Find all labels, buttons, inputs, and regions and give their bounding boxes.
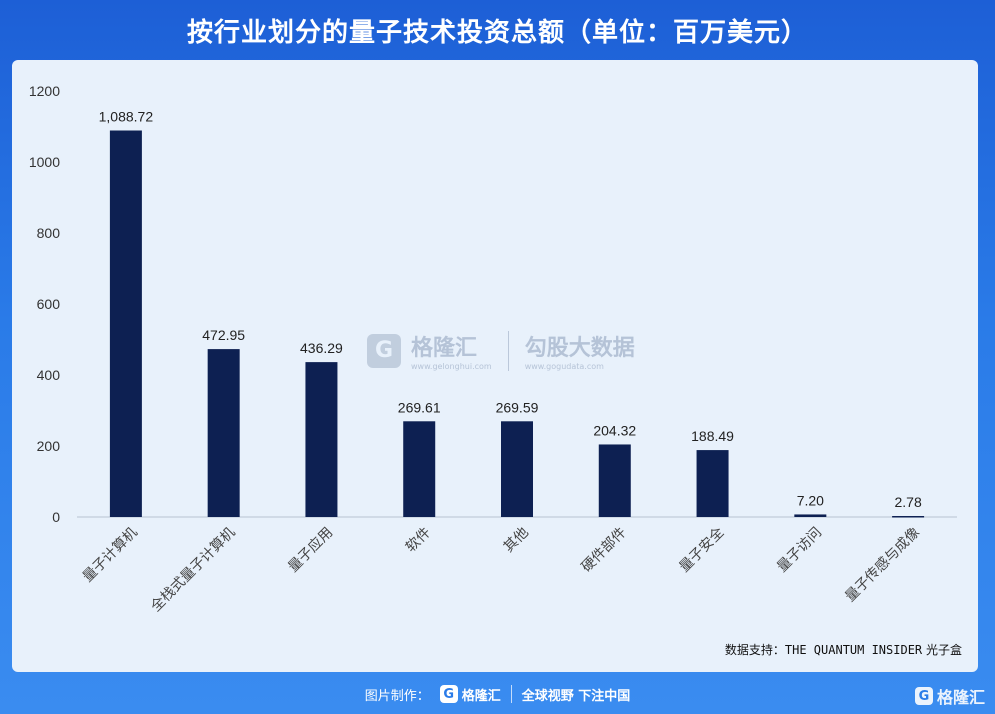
source-suffix: 光子盒	[922, 643, 962, 657]
x-tick-label: 量子访问	[774, 525, 825, 576]
data-label: 204.32	[593, 422, 636, 438]
data-label: 7.20	[797, 492, 824, 508]
x-tick-label: 量子计算机	[80, 525, 141, 586]
data-label: 188.49	[691, 428, 734, 444]
x-tick-label: 其他	[501, 525, 532, 556]
x-tick-label: 量子应用	[285, 524, 337, 576]
data-label: 2.78	[894, 494, 921, 510]
y-tick-label: 0	[52, 509, 60, 525]
footer-slogan: 全球视野 下注中国	[521, 688, 631, 704]
bar	[794, 514, 827, 517]
bar	[598, 444, 631, 517]
x-tick-label: 全栈式量子计算机	[147, 524, 238, 615]
bar	[305, 362, 338, 517]
bar-chart: 0 200 400 600 800 1000 1200 1,088.72 量子计算机 472.95…	[29, 83, 957, 615]
source-prefix: 数据支持：	[724, 643, 785, 657]
chart-panel: 0 200 400 600 800 1000 1200 1,088.72 量子计算机 472.95…	[12, 60, 978, 672]
bar	[109, 130, 142, 517]
corner-brand: 格隆汇	[936, 688, 985, 707]
x-tick-label: 量子安全	[676, 524, 728, 576]
y-tick-label: 800	[37, 225, 61, 241]
bar	[892, 516, 925, 518]
data-label: 269.59	[496, 399, 539, 415]
data-label: 269.61	[398, 399, 441, 415]
bar	[207, 349, 240, 517]
gelonghui-logo-icon: G	[914, 687, 933, 705]
bar	[403, 421, 436, 517]
x-tick-label: 软件	[403, 525, 434, 556]
bar	[696, 450, 729, 517]
y-tick-label: 600	[37, 296, 61, 312]
y-tick-label: 400	[37, 367, 61, 383]
chart-title: 按行业划分的量子技术投资总额（单位：百万美元）	[186, 18, 808, 48]
corner-logo: G 格隆汇	[914, 684, 985, 708]
gelonghui-logo-icon: G	[439, 685, 458, 703]
data-source: 数据支持：THE QUANTUM INSIDER 光子盒	[725, 641, 962, 658]
y-tick-label: 1200	[29, 83, 60, 99]
data-label: 1,088.72	[99, 109, 154, 125]
x-tick-label: 硬件部件	[579, 525, 630, 576]
data-label: 472.95	[202, 327, 245, 343]
x-tick-label: 量子传感与成像	[842, 524, 923, 605]
footer-divider	[510, 685, 512, 703]
footer: 图片制作： G 格隆汇 全球视野 下注中国	[0, 680, 995, 708]
y-tick-label: 1000	[29, 154, 60, 170]
footer-brand: 格隆汇	[461, 688, 501, 704]
bar	[501, 421, 533, 517]
footer-made-by: 图片制作：	[364, 688, 430, 704]
source-name: THE QUANTUM INSIDER	[784, 643, 923, 657]
data-label: 436.29	[300, 340, 343, 356]
y-tick-label: 200	[37, 438, 61, 454]
footer-logo: G 格隆汇	[439, 685, 501, 704]
